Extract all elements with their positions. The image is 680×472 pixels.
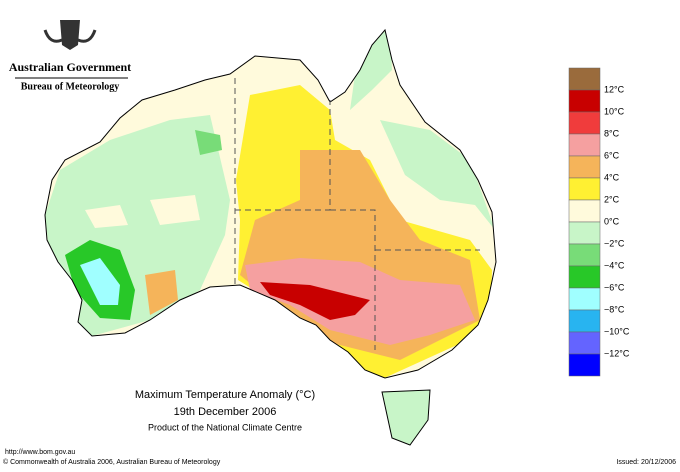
map-product: Product of the National Climate Centre [148,422,302,432]
legend-label: −6°C [604,282,625,292]
legend-label: 8°C [604,128,620,138]
coastline [44,28,497,446]
legend-label: 0°C [604,216,620,226]
legend-swatch [568,309,601,333]
legend-label: −2°C [604,238,625,248]
legend: 12°C 10°C 8°C 6°C 4°C 2°C 0°C −2°C −4°C −6°C −8°C −… [568,67,630,377]
bureau-name: Bureau of Meteorology [21,81,120,92]
legend-swatch [568,111,601,135]
legend-swatch [568,199,601,223]
legend-swatch [568,89,601,113]
footer-copyright: © Commonwealth of Australia 2006, Austra… [3,458,221,466]
logo [43,20,97,50]
legend-swatch [568,265,601,289]
legend-label: 10°C [604,106,625,116]
legend-swatch [568,243,601,267]
footer-issued: Issued: 20/12/2006 [616,459,676,466]
legend-swatch [568,353,601,377]
legend-swatch [568,221,601,245]
legend-label: 6°C [604,150,620,160]
legend-swatch [568,67,601,91]
legend-swatch [568,177,601,201]
map-date: 19th December 2006 [174,406,277,418]
legend-label: 2°C [604,194,620,204]
legend-swatch [568,155,601,179]
legend-label: −4°C [604,260,625,270]
legend-label: 12°C [604,84,625,94]
state-borders [234,78,480,350]
agency-name: Australian Government [9,60,131,74]
footer-url: http://www.bom.gov.au [5,449,75,456]
legend-swatch [568,133,601,157]
legend-label: −10°C [604,326,630,336]
legend-swatch [568,331,601,355]
legend-label: 4°C [604,172,620,182]
map-title: Maximum Temperature Anomaly (°C) [135,389,315,401]
legend-label: −12°C [604,348,630,358]
legend-swatch [568,287,601,311]
legend-label: −8°C [604,304,625,314]
